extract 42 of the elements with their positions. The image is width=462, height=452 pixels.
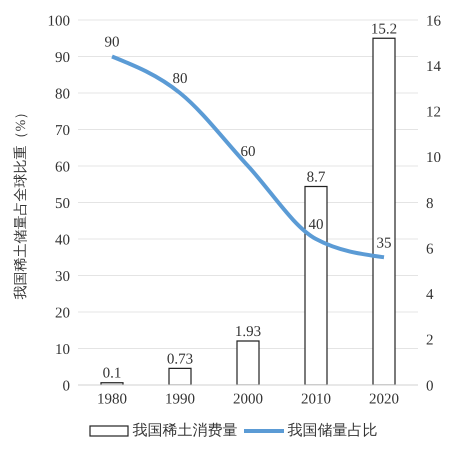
data-label: 90 bbox=[104, 34, 120, 50]
x-tick-label: 2000 bbox=[233, 392, 263, 408]
legend-label: 我国储量占比 bbox=[288, 422, 378, 440]
y2-tick-label: 8 bbox=[426, 196, 434, 212]
y2-tick-label: 4 bbox=[426, 287, 434, 304]
data-label: 35 bbox=[376, 235, 392, 252]
y2-tick-label: 16 bbox=[426, 13, 442, 30]
y2-tick-label: 0 bbox=[426, 378, 434, 394]
y-tick-label: 0 bbox=[62, 378, 70, 394]
bar bbox=[304, 186, 328, 385]
bar bbox=[168, 368, 192, 385]
bar bbox=[236, 340, 260, 385]
y-axis-title: 我国稀土储量占全球比重（%） bbox=[12, 106, 29, 300]
y-tick-label: 90 bbox=[55, 50, 70, 66]
data-label: 80 bbox=[172, 71, 188, 87]
y2-tick-label: 14 bbox=[426, 58, 442, 75]
x-tick-label: 1990 bbox=[165, 392, 195, 408]
data-label: 60 bbox=[240, 144, 256, 160]
y-tick-label: 10 bbox=[55, 342, 70, 358]
data-label: 0.73 bbox=[166, 351, 194, 368]
y-tick-label: 20 bbox=[55, 305, 70, 322]
legend-label: 我国稀土消费量 bbox=[132, 422, 238, 440]
data-label: 8.7 bbox=[306, 170, 326, 186]
x-tick-label: 2020 bbox=[369, 392, 399, 408]
y-tick-label: 50 bbox=[55, 196, 70, 212]
x-tick-label: 1980 bbox=[97, 392, 127, 408]
y-tick-label: 100 bbox=[48, 13, 70, 30]
bar bbox=[372, 38, 396, 385]
y-tick-label: 80 bbox=[55, 86, 70, 102]
y-tick-label: 60 bbox=[55, 159, 70, 176]
y2-tick-label: 10 bbox=[426, 150, 441, 166]
data-label: 0.1 bbox=[102, 366, 122, 382]
y2-tick-label: 6 bbox=[426, 241, 434, 258]
y-tick-label: 40 bbox=[55, 232, 70, 248]
data-label: 15.2 bbox=[370, 21, 398, 38]
y-tick-label: 70 bbox=[55, 122, 70, 139]
y2-tick-label: 12 bbox=[426, 104, 441, 121]
y-tick-label: 30 bbox=[55, 268, 70, 285]
x-tick-label: 2010 bbox=[301, 392, 331, 408]
y2-tick-label: 2 bbox=[426, 332, 434, 349]
data-label: 40 bbox=[308, 217, 324, 233]
data-label: 1.93 bbox=[234, 324, 262, 340]
